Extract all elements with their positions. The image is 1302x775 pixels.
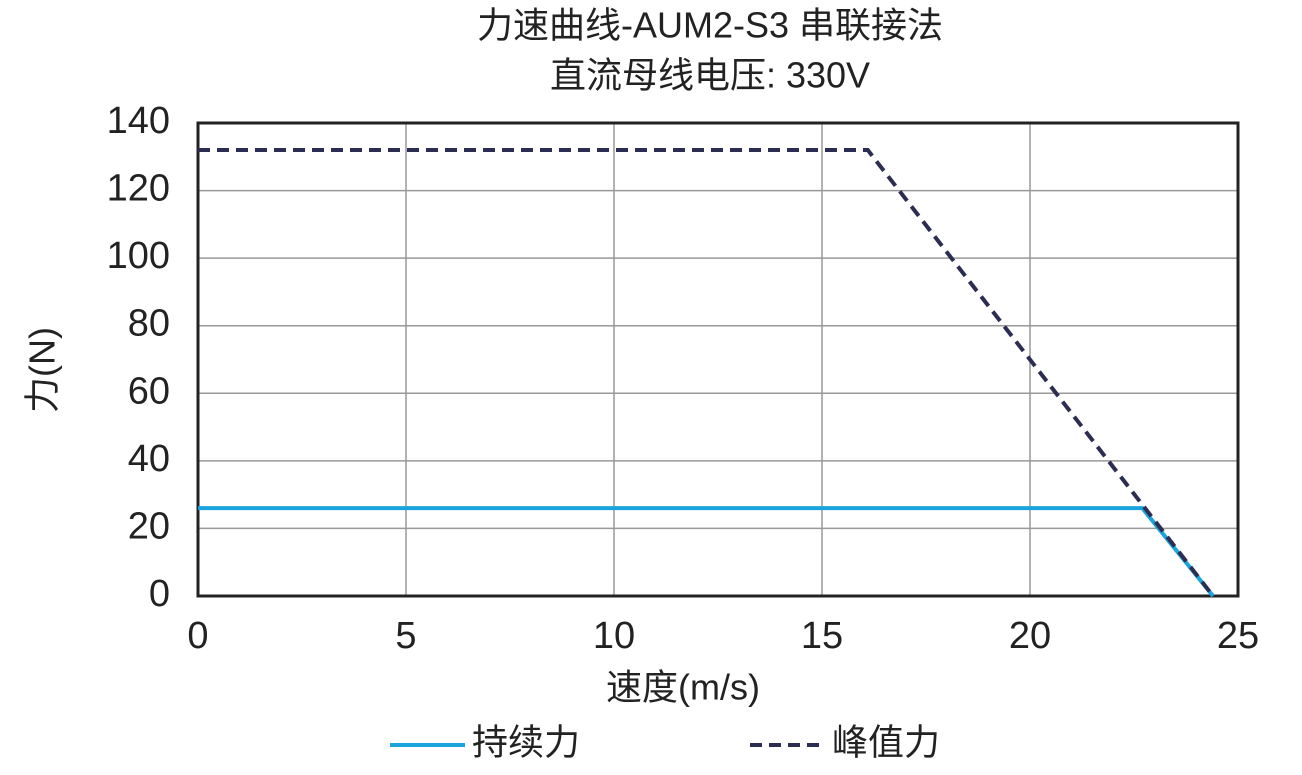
series-line	[198, 506, 1215, 598]
series-line	[198, 148, 1215, 598]
legend-label: 持续力	[472, 722, 580, 763]
x-tick-label: 20	[1009, 615, 1051, 657]
x-tick-label: 15	[801, 615, 843, 657]
y-tick-label: 40	[128, 438, 170, 480]
legend-label: 峰值力	[832, 722, 940, 763]
chart-title: 力速曲线-AUM2-S3 串联接法	[477, 5, 943, 46]
x-axis-label: 速度(m/s)	[606, 667, 760, 708]
y-tick-label: 120	[107, 168, 170, 210]
y-axis-label: 力(N)	[22, 327, 63, 413]
x-tick-label: 10	[593, 615, 635, 657]
y-tick-label: 80	[128, 303, 170, 345]
plot-frame	[196, 121, 1240, 598]
x-tick-label: 0	[187, 615, 208, 657]
y-tick-label: 60	[128, 370, 170, 412]
chart-subtitle: 直流母线电压: 330V	[550, 55, 870, 96]
x-tick-label: 5	[395, 615, 416, 657]
y-tick-label: 100	[107, 235, 170, 277]
x-tick-label: 25	[1217, 615, 1259, 657]
y-tick-label: 20	[128, 505, 170, 547]
y-tick-label: 0	[149, 573, 170, 615]
y-tick-label: 140	[107, 100, 170, 142]
